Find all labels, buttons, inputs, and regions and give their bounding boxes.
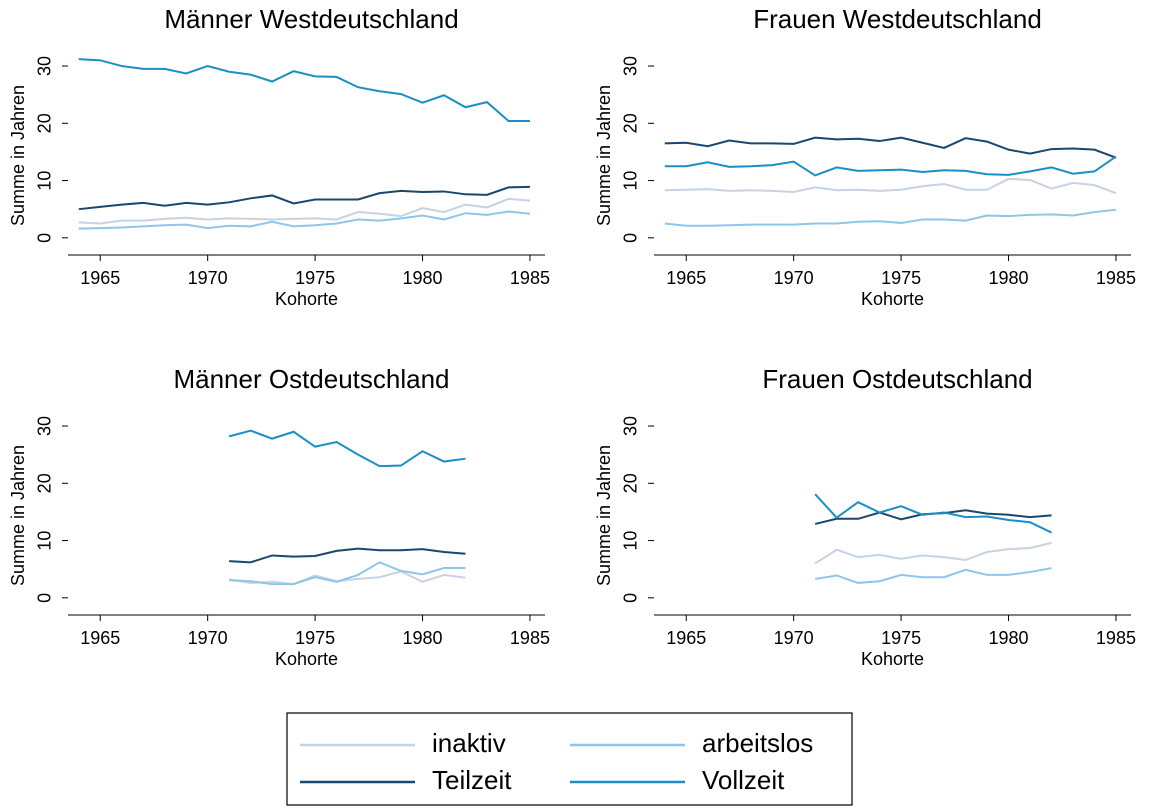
- chart-title: Männer Westdeutschland: [164, 4, 458, 34]
- series-line: [78, 58, 530, 123]
- series-line: [664, 136, 1117, 159]
- y-tick-label: 20: [35, 113, 55, 133]
- x-tick-label: 1975: [295, 628, 335, 648]
- x-tick-label: 1970: [188, 268, 228, 288]
- legend-label: Vollzeit: [702, 765, 785, 795]
- series-line: [814, 509, 1052, 525]
- x-tick-label: 1965: [80, 628, 120, 648]
- x-tick-label: 1970: [774, 628, 814, 648]
- x-axis-label: Kohorte: [275, 649, 338, 669]
- legend-label: arbeitslos: [702, 728, 813, 758]
- y-tick-label: 10: [35, 171, 55, 191]
- series-line: [664, 155, 1117, 177]
- series-line: [814, 567, 1052, 584]
- series-line: [229, 547, 466, 564]
- y-tick-label: 0: [621, 593, 641, 603]
- series-line: [664, 208, 1117, 227]
- series-line: [228, 570, 466, 586]
- x-tick-label: 1970: [188, 628, 228, 648]
- y-tick-label: 0: [621, 233, 641, 243]
- y-tick-label: 20: [35, 473, 55, 493]
- x-axis-label: Kohorte: [861, 649, 924, 669]
- y-tick-label: 20: [621, 473, 641, 493]
- x-tick-label: 1980: [989, 268, 1029, 288]
- y-tick-label: 30: [621, 416, 641, 436]
- y-axis-label: Summe in Jahren: [594, 85, 614, 226]
- y-axis-label: Summe in Jahren: [8, 85, 28, 226]
- x-tick-label: 1985: [1096, 268, 1136, 288]
- series-line: [229, 561, 466, 586]
- x-tick-label: 1965: [666, 628, 706, 648]
- y-tick-label: 30: [35, 56, 55, 76]
- series-line: [78, 197, 531, 225]
- series-line: [814, 541, 1052, 565]
- series-line: [814, 493, 1052, 534]
- y-tick-label: 10: [621, 531, 641, 551]
- x-tick-label: 1980: [989, 628, 1029, 648]
- y-axis-label: Summe in Jahren: [8, 445, 28, 586]
- y-tick-label: 30: [621, 56, 641, 76]
- legend-label: inaktiv: [432, 728, 506, 758]
- x-tick-label: 1970: [774, 268, 814, 288]
- x-tick-label: 1965: [666, 268, 706, 288]
- x-tick-label: 1980: [403, 628, 443, 648]
- y-axis-label: Summe in Jahren: [594, 445, 614, 586]
- legend-label: Teilzeit: [432, 765, 512, 795]
- x-tick-label: 1980: [403, 268, 443, 288]
- legend-box: [286, 712, 853, 806]
- chart-title: Frauen Westdeutschland: [753, 4, 1042, 34]
- y-tick-label: 10: [621, 171, 641, 191]
- chart-title: Männer Ostdeutschland: [173, 364, 449, 394]
- series-line: [664, 177, 1117, 195]
- x-tick-label: 1975: [295, 268, 335, 288]
- x-axis-label: Kohorte: [861, 289, 924, 309]
- x-tick-label: 1985: [510, 268, 550, 288]
- x-tick-label: 1985: [1096, 628, 1136, 648]
- series-line: [228, 429, 466, 468]
- y-tick-label: 0: [35, 593, 55, 603]
- x-axis-label: Kohorte: [275, 289, 338, 309]
- series-line: [78, 210, 531, 230]
- series-line: [78, 185, 530, 211]
- x-tick-label: 1965: [80, 268, 120, 288]
- x-tick-label: 1975: [881, 628, 921, 648]
- chart-title: Frauen Ostdeutschland: [762, 364, 1032, 394]
- x-tick-label: 1975: [881, 268, 921, 288]
- y-tick-label: 0: [35, 233, 55, 243]
- y-tick-label: 10: [35, 531, 55, 551]
- y-tick-label: 20: [621, 113, 641, 133]
- y-tick-label: 30: [35, 416, 55, 436]
- x-tick-label: 1985: [510, 628, 550, 648]
